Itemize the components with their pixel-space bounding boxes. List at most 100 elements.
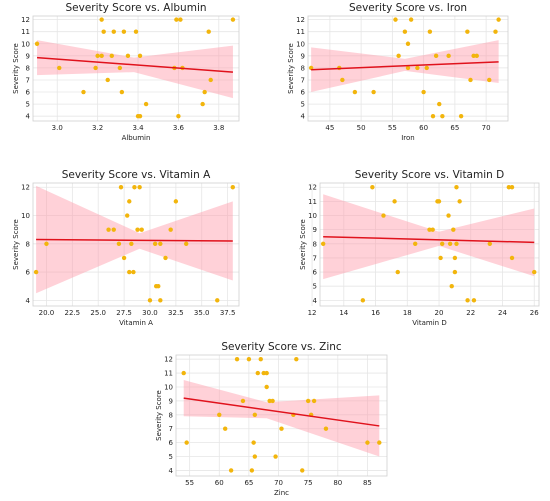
data-point	[129, 241, 134, 246]
x-tick-label: 20	[435, 309, 444, 317]
chart-albumin: 4 5 6 7 8 9 10 11 12 3.0 3.2 3.4 3.6 3.8 Severity Scor…	[12, 2, 240, 142]
data-point	[200, 101, 205, 107]
data-point	[99, 53, 104, 59]
data-point	[446, 213, 451, 218]
data-point	[446, 53, 451, 59]
data-point	[121, 255, 127, 261]
y-tick-label: 5	[313, 283, 317, 291]
data-point	[206, 29, 211, 34]
data-point	[402, 29, 408, 34]
data-point	[230, 185, 235, 190]
data-point	[439, 241, 445, 246]
x-tick-label: 3.0	[52, 124, 63, 132]
x-tick-label: 65	[450, 124, 459, 132]
y-tick-label: 11	[21, 28, 30, 36]
data-point	[300, 468, 305, 473]
y-tick-label: 11	[308, 198, 317, 206]
data-point	[176, 113, 181, 119]
data-point	[95, 53, 100, 59]
y-tick-label: 4	[169, 467, 174, 475]
x-tick-label: 12	[308, 309, 317, 317]
data-point	[158, 241, 163, 246]
confidence-band	[183, 380, 380, 457]
data-point	[370, 185, 375, 190]
y-tick-label: 12	[296, 16, 305, 24]
data-point	[228, 468, 234, 473]
data-point	[99, 17, 104, 22]
data-point	[158, 298, 163, 303]
data-point	[125, 213, 130, 218]
data-point	[452, 269, 458, 275]
x-tick-label: 27.5	[116, 309, 132, 317]
y-tick-label: 10	[164, 383, 173, 391]
data-point	[252, 412, 258, 418]
x-axis-label: Iron	[401, 134, 415, 142]
data-point	[202, 89, 207, 95]
data-point	[168, 227, 173, 232]
y-tick-label: 8	[26, 240, 30, 248]
y-axis-label: Severity Score	[12, 43, 20, 94]
y-tick-label: 12	[21, 184, 30, 192]
x-tick-label: 32.5	[168, 309, 184, 317]
x-tick-label: 65	[244, 479, 253, 487]
data-point	[270, 398, 275, 404]
panel-albumin: 4 5 6 7 8 9 10 11 12 3.0 3.2 3.4 3.6 3.8 Severity Scor…	[0, 0, 275, 164]
x-tick-label: 75	[304, 479, 313, 487]
x-tick-label: 80	[333, 479, 342, 487]
chart-title: Severity Score vs. Iron	[349, 2, 467, 14]
y-axis-label: Severity Score	[155, 390, 163, 441]
y-tick-label: 9	[313, 226, 317, 234]
y-tick-label: 4	[301, 113, 306, 121]
y-tick-label: 5	[26, 101, 30, 109]
y-tick-label: 12	[164, 356, 173, 364]
data-point	[258, 356, 263, 362]
data-point	[34, 41, 40, 46]
x-tick-label: 70	[482, 124, 491, 132]
y-tick-label: 4	[26, 297, 31, 305]
x-tick-label: 16	[371, 309, 380, 317]
data-point	[116, 241, 122, 246]
data-point	[493, 29, 498, 34]
data-point	[487, 77, 492, 83]
panel-vitamin-a: 4 6 8 10 12 20.0 22.5 25.0 27.5 30.0 32.5 35.0 37.5 S…	[0, 165, 275, 329]
data-point	[392, 199, 397, 204]
data-point	[371, 89, 376, 95]
y-tick-label: 6	[26, 269, 31, 277]
y-axis-label: Severity Score	[287, 43, 295, 94]
data-point	[127, 199, 132, 204]
x-tick-label: 70	[274, 479, 283, 487]
y-tick-label: 7	[26, 76, 30, 84]
data-point	[137, 53, 143, 59]
chart-zinc: 4 5 6 7 8 9 10 11 12 55 60 65 70 75 80 85 Severity Score…	[155, 341, 388, 497]
x-tick-label: 30.0	[142, 309, 158, 317]
data-point	[393, 17, 398, 22]
data-point	[249, 468, 255, 473]
x-tick-label: 55	[388, 124, 397, 132]
data-point	[506, 185, 512, 190]
data-point	[119, 89, 125, 95]
y-tick-label: 8	[169, 411, 173, 419]
y-tick-label: 11	[164, 370, 173, 378]
data-point	[208, 77, 213, 83]
y-tick-label: 9	[169, 397, 173, 405]
data-point	[184, 241, 189, 246]
y-tick-label: 5	[169, 453, 173, 461]
data-point	[121, 29, 127, 34]
data-point	[163, 255, 168, 261]
data-point	[81, 89, 86, 95]
data-point	[451, 227, 456, 232]
data-point	[452, 255, 458, 261]
data-point	[230, 17, 236, 22]
y-tick-label: 7	[301, 76, 305, 84]
data-point	[93, 65, 98, 71]
y-tick-label: 5	[301, 101, 305, 109]
plot-frame	[32, 15, 240, 122]
data-point	[415, 65, 420, 71]
plot-frame	[307, 15, 509, 122]
data-point	[454, 241, 459, 246]
regression-line	[36, 56, 233, 73]
y-tick-label: 4	[26, 113, 31, 121]
data-point	[240, 398, 246, 404]
data-point	[106, 227, 111, 232]
